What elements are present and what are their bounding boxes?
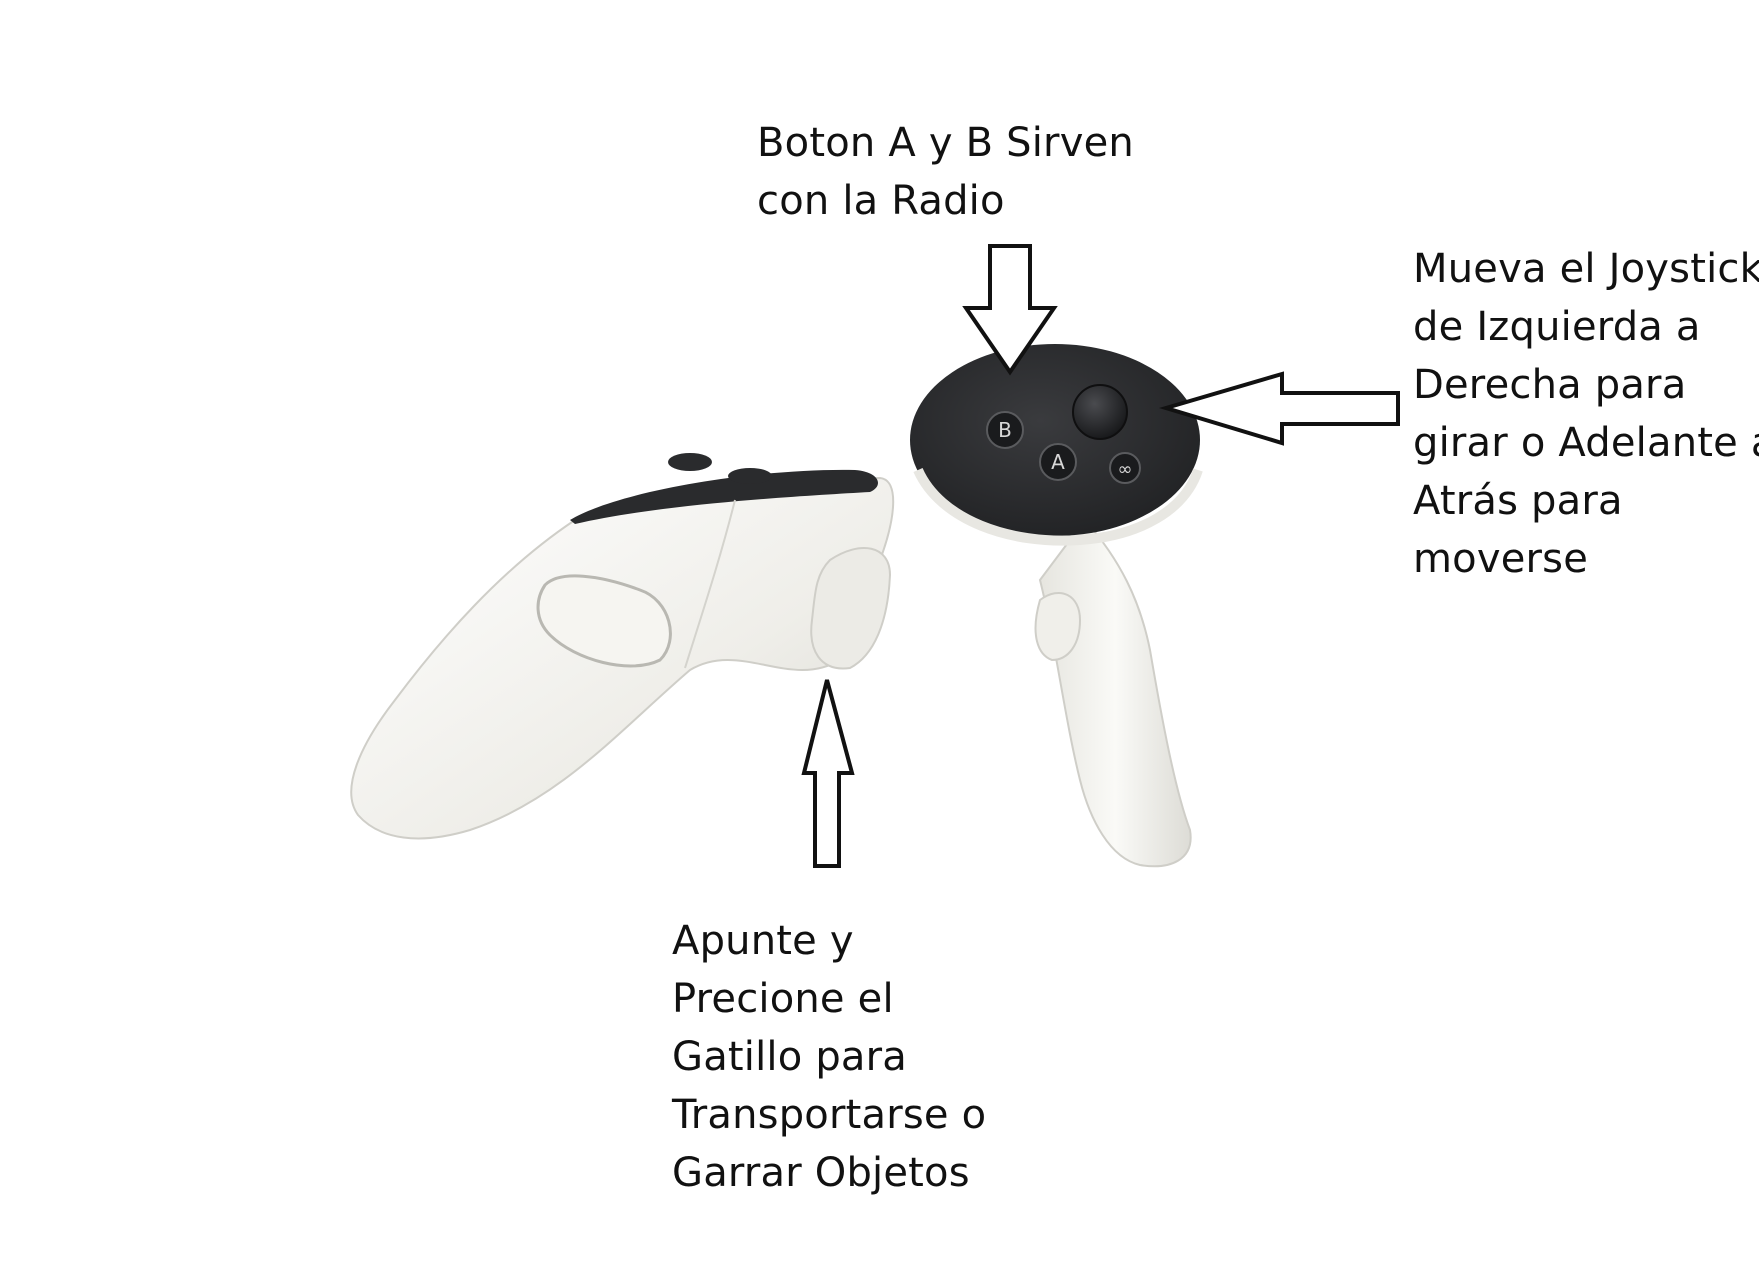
right-controller-trigger [1034,591,1082,662]
right-controller-face [910,344,1200,536]
label-line: Apunte y [672,918,854,964]
label-line: de Izquierda a [1413,304,1701,350]
grip-button [536,574,672,668]
trigger [810,547,892,670]
label-line: moverse [1413,536,1589,582]
right-controller-face-rim [913,467,1203,546]
arrow-up [801,679,855,868]
menu-button-label: ∞ [1118,459,1133,480]
label-line: Derecha para [1413,362,1687,408]
button-a-label: A [1051,450,1065,474]
label-line: Atrás para [1413,478,1623,524]
arrow-left [1158,371,1400,446]
menu-button [1109,452,1141,484]
left-controller-seam [684,499,736,669]
label-line: girar o Adelante a [1413,420,1759,466]
arrow-down [962,244,1058,376]
right-controller: B A ∞ [910,344,1203,868]
label-line: con la Radio [757,178,1005,224]
left-controller-thumbstick [668,453,712,471]
right-controller-handle [1038,518,1192,868]
label-joystick: Mueva el Joystick de Izquierda a Derecha… [1413,240,1759,588]
label-line: Boton A y B Sirven [757,120,1134,166]
button-b [986,411,1024,449]
joystick [1072,384,1128,440]
button-a [1039,443,1077,481]
left-controller-top-cap [570,469,878,524]
label-ab-buttons: Boton A y B Sirven con la Radio [757,114,1134,230]
label-trigger: Apunte y Precione el Gatillo para Transp… [672,912,986,1202]
left-controller [350,453,895,840]
label-line: Precione el [672,976,894,1022]
button-b-label: B [998,418,1012,442]
label-line: Transportarse o [672,1092,987,1138]
left-controller-button [728,468,772,484]
label-line: Garrar Objetos [672,1150,970,1196]
label-line: Gatillo para [672,1034,907,1080]
label-line: Mueva el Joystick [1413,246,1759,292]
